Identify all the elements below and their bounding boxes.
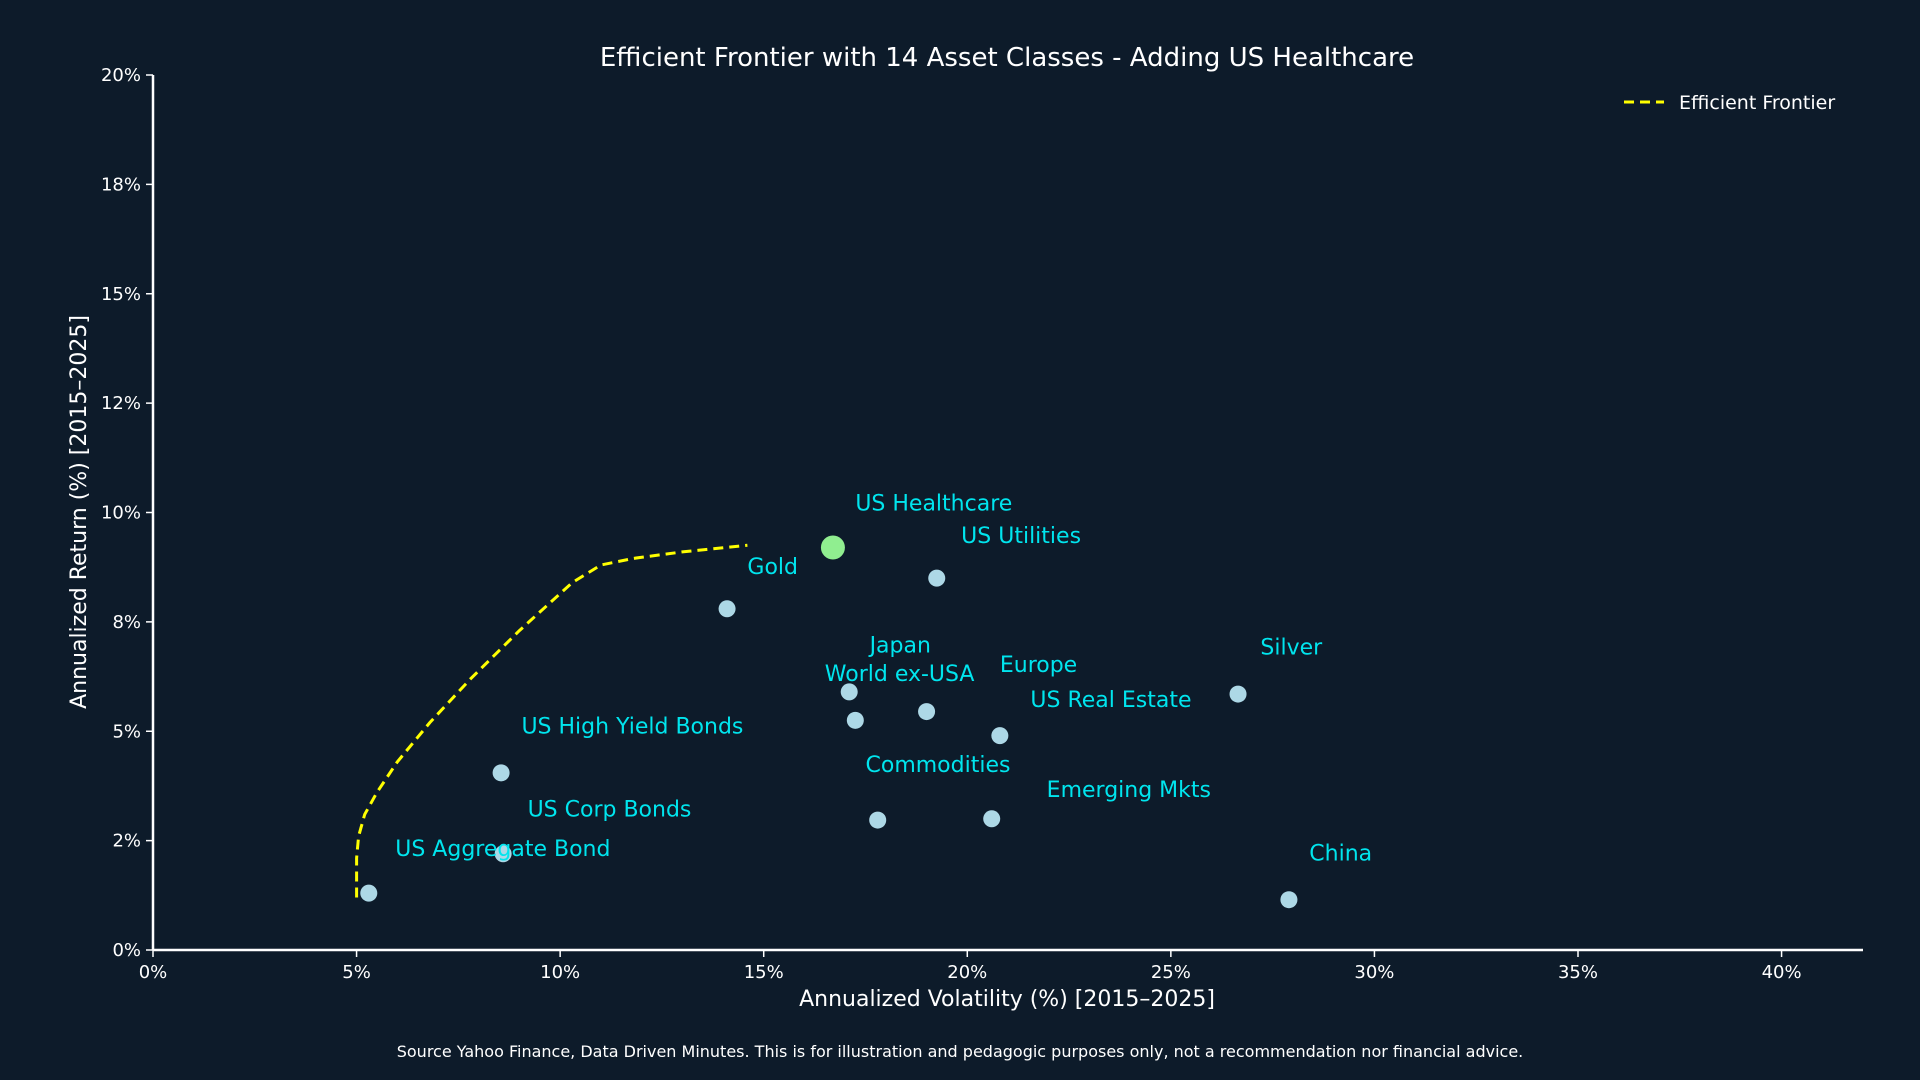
y-tick-label: 2% xyxy=(112,831,141,852)
asset-point xyxy=(983,810,1001,828)
asset-label: Emerging Mkts xyxy=(1047,778,1211,803)
y-tick-label: 8% xyxy=(112,612,141,633)
y-axis-title: Annualized Return (%) [2015–2025] xyxy=(67,315,92,709)
asset-point xyxy=(820,535,845,560)
asset-label: Japan xyxy=(868,634,931,659)
asset-label: Silver xyxy=(1260,636,1323,661)
efficient-frontier-line xyxy=(355,543,748,898)
asset-point xyxy=(869,811,887,829)
asset-point xyxy=(1229,685,1247,703)
asset-label: US High Yield Bonds xyxy=(521,714,743,739)
y-tick-label: 0% xyxy=(112,940,141,961)
asset-point xyxy=(492,764,510,782)
source-footnote: Source Yahoo Finance, Data Driven Minute… xyxy=(397,1042,1524,1061)
asset-point xyxy=(494,845,512,863)
asset-label: Gold xyxy=(747,555,798,580)
legend: Efficient Frontier xyxy=(1624,92,1835,114)
x-tick-label: 15% xyxy=(744,962,784,983)
chart-title: Efficient Frontier with 14 Asset Classes… xyxy=(600,43,1414,73)
x-tick-label: 35% xyxy=(1558,962,1598,983)
asset-label: US Healthcare xyxy=(855,491,1012,516)
y-tick-label: 18% xyxy=(101,174,141,195)
asset-point xyxy=(918,703,936,721)
x-tick-label: 40% xyxy=(1762,962,1802,983)
asset-point xyxy=(840,683,858,701)
x-tick-label: 10% xyxy=(540,962,580,983)
y-tick-label: 12% xyxy=(101,393,141,414)
x-tick-label: 20% xyxy=(947,962,987,983)
asset-point xyxy=(718,600,736,618)
asset-label: World ex-USA xyxy=(825,662,975,687)
x-tick-label: 25% xyxy=(1151,962,1191,983)
legend-label-efficient-frontier: Efficient Frontier xyxy=(1679,92,1835,114)
y-axis-ticks: 0% 2% 5% 8% 10% 12% 15% 18% 20% xyxy=(101,65,153,961)
x-tick-label: 5% xyxy=(342,962,371,983)
asset-label: Europe xyxy=(1000,653,1077,678)
x-axis-ticks: 0% 5% 10% 15% 20% 25% 30% 35% 40% xyxy=(139,950,1802,983)
x-tick-label: 0% xyxy=(139,962,168,983)
asset-label: Commodities xyxy=(866,753,1011,778)
asset-label: US Real Estate xyxy=(1030,688,1191,713)
asset-point xyxy=(991,727,1009,745)
asset-label: US Utilities xyxy=(961,524,1081,549)
y-tick-label: 20% xyxy=(101,65,141,86)
asset-labels: US Healthcare US Utilities Gold Japan World … xyxy=(395,491,1372,866)
y-tick-label: 5% xyxy=(112,721,141,742)
asset-point xyxy=(360,884,378,902)
asset-label: US Corp Bonds xyxy=(528,798,692,823)
asset-points xyxy=(360,535,1298,909)
x-tick-label: 30% xyxy=(1354,962,1394,983)
x-axis-title: Annualized Volatility (%) [2015–2025] xyxy=(799,987,1215,1012)
asset-point xyxy=(846,711,864,729)
y-tick-label: 10% xyxy=(101,503,141,524)
asset-label: US Aggregate Bond xyxy=(395,837,610,862)
y-tick-label: 15% xyxy=(101,284,141,305)
asset-label: China xyxy=(1309,841,1372,866)
asset-point xyxy=(1280,891,1298,909)
asset-point xyxy=(928,569,946,587)
